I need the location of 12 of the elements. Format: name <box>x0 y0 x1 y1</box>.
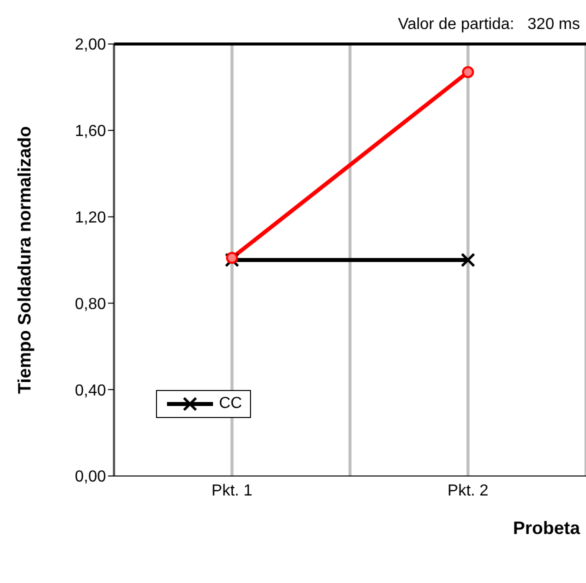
x-tick-label: Pkt. 1 <box>212 482 253 500</box>
y-tick-label: 0,80 <box>74 296 106 313</box>
x-tick-label: Pkt. 2 <box>448 482 489 500</box>
y-tick-label: 0,00 <box>74 468 106 486</box>
y-axis-title: Tiempo Soldadura normalizado <box>14 126 34 394</box>
text: Valor de partida: 320 ms <box>398 16 580 34</box>
y-tick-label: 2,00 <box>74 36 106 54</box>
y-tick-label: 1,20 <box>74 209 106 226</box>
x-axis-title: Probeta <box>512 518 581 538</box>
y-tick-label: 0,40 <box>74 382 106 400</box>
legend-label: CC <box>219 395 242 413</box>
y-tick-label: 1,60 <box>74 123 106 140</box>
